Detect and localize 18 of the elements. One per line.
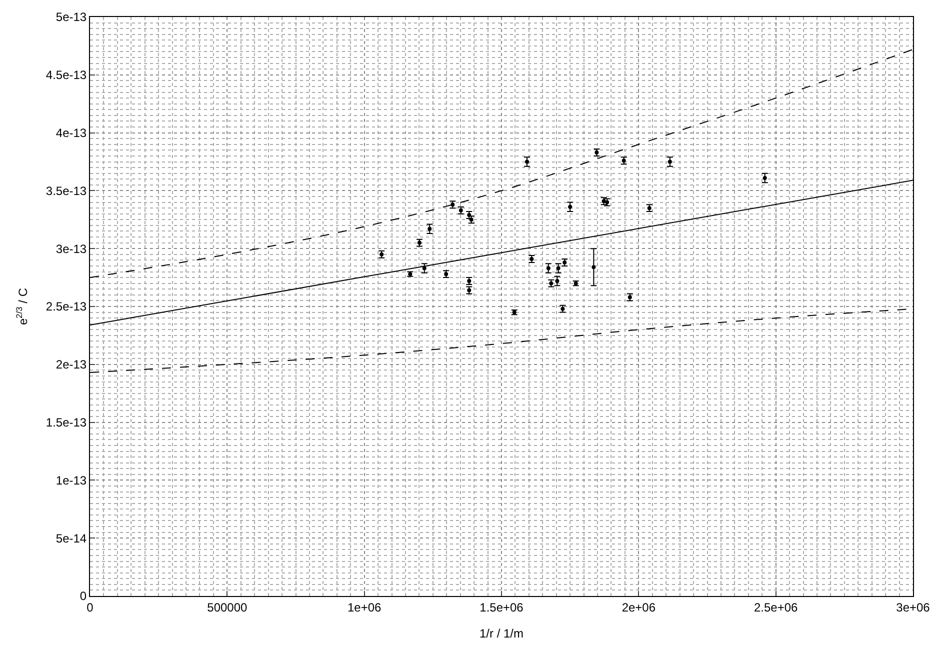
- y-tick-label: 3e-13: [56, 242, 87, 256]
- x-tick-label: 2e+06: [622, 600, 656, 614]
- y-tick-label: 1.5e-13: [46, 416, 87, 430]
- y-tick-label: 3.5e-13: [46, 184, 87, 198]
- y-tick-label: 4e-13: [56, 126, 87, 140]
- y-tick-label: 0: [80, 589, 87, 604]
- y-tick-label: 2.5e-13: [46, 300, 87, 314]
- y-tick-label: 1e-13: [56, 473, 87, 488]
- x-tick-label: 500000: [207, 600, 248, 614]
- x-tick-label: 1.5e+06: [480, 600, 524, 614]
- x-tick-label: 3e+06: [896, 600, 930, 614]
- x-tick-label: 1e+06: [347, 600, 382, 614]
- y-tick-label: 5e-14: [56, 531, 87, 546]
- x-tick-label: 2.5e+06: [754, 600, 798, 614]
- y-tick-label: 4.5e-13: [46, 68, 87, 82]
- x-axis-title: 1/r / 1/m: [479, 626, 524, 640]
- y-tick-label: 5e-13: [56, 10, 87, 24]
- y-tick-label: 2e-13: [56, 358, 87, 372]
